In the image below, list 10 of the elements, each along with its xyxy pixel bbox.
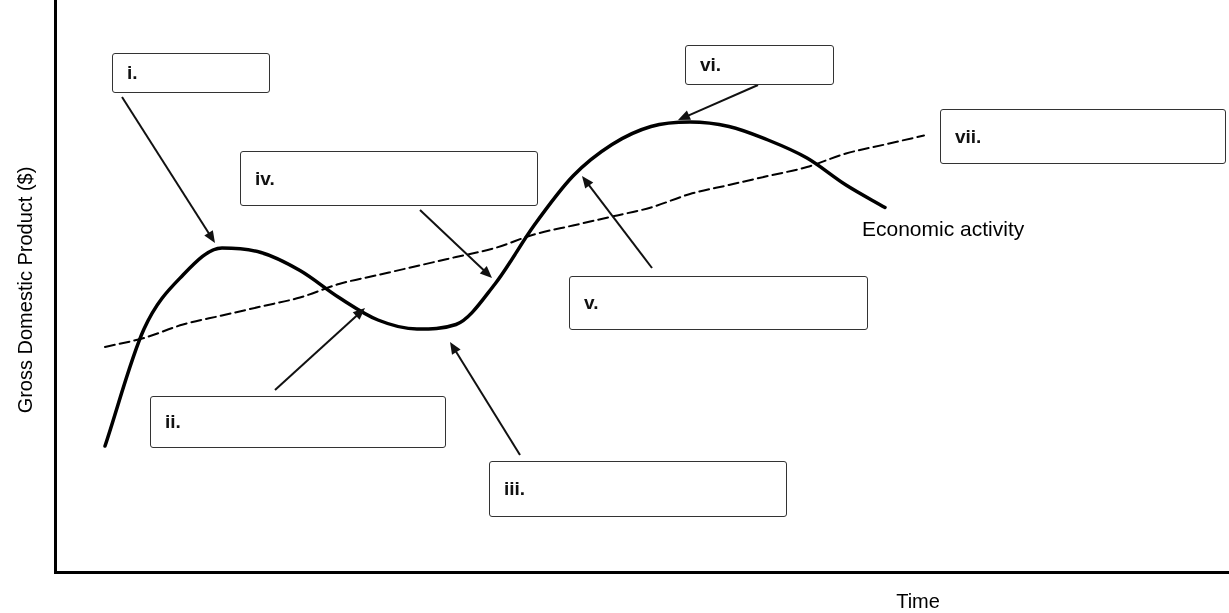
- text-box: iv.: [240, 151, 538, 206]
- text-box: iii.: [489, 461, 787, 517]
- x-axis-title: Time: [896, 590, 940, 612]
- text-box: vi.: [685, 45, 834, 85]
- text-box: vii.: [940, 109, 1226, 164]
- y-axis-title: Gross Domestic Product ($): [14, 166, 36, 414]
- text-box: i.: [112, 53, 270, 93]
- text-box: ii.: [150, 396, 446, 448]
- series-label: Economic activity: [862, 216, 1025, 240]
- text-box: v.: [569, 276, 868, 330]
